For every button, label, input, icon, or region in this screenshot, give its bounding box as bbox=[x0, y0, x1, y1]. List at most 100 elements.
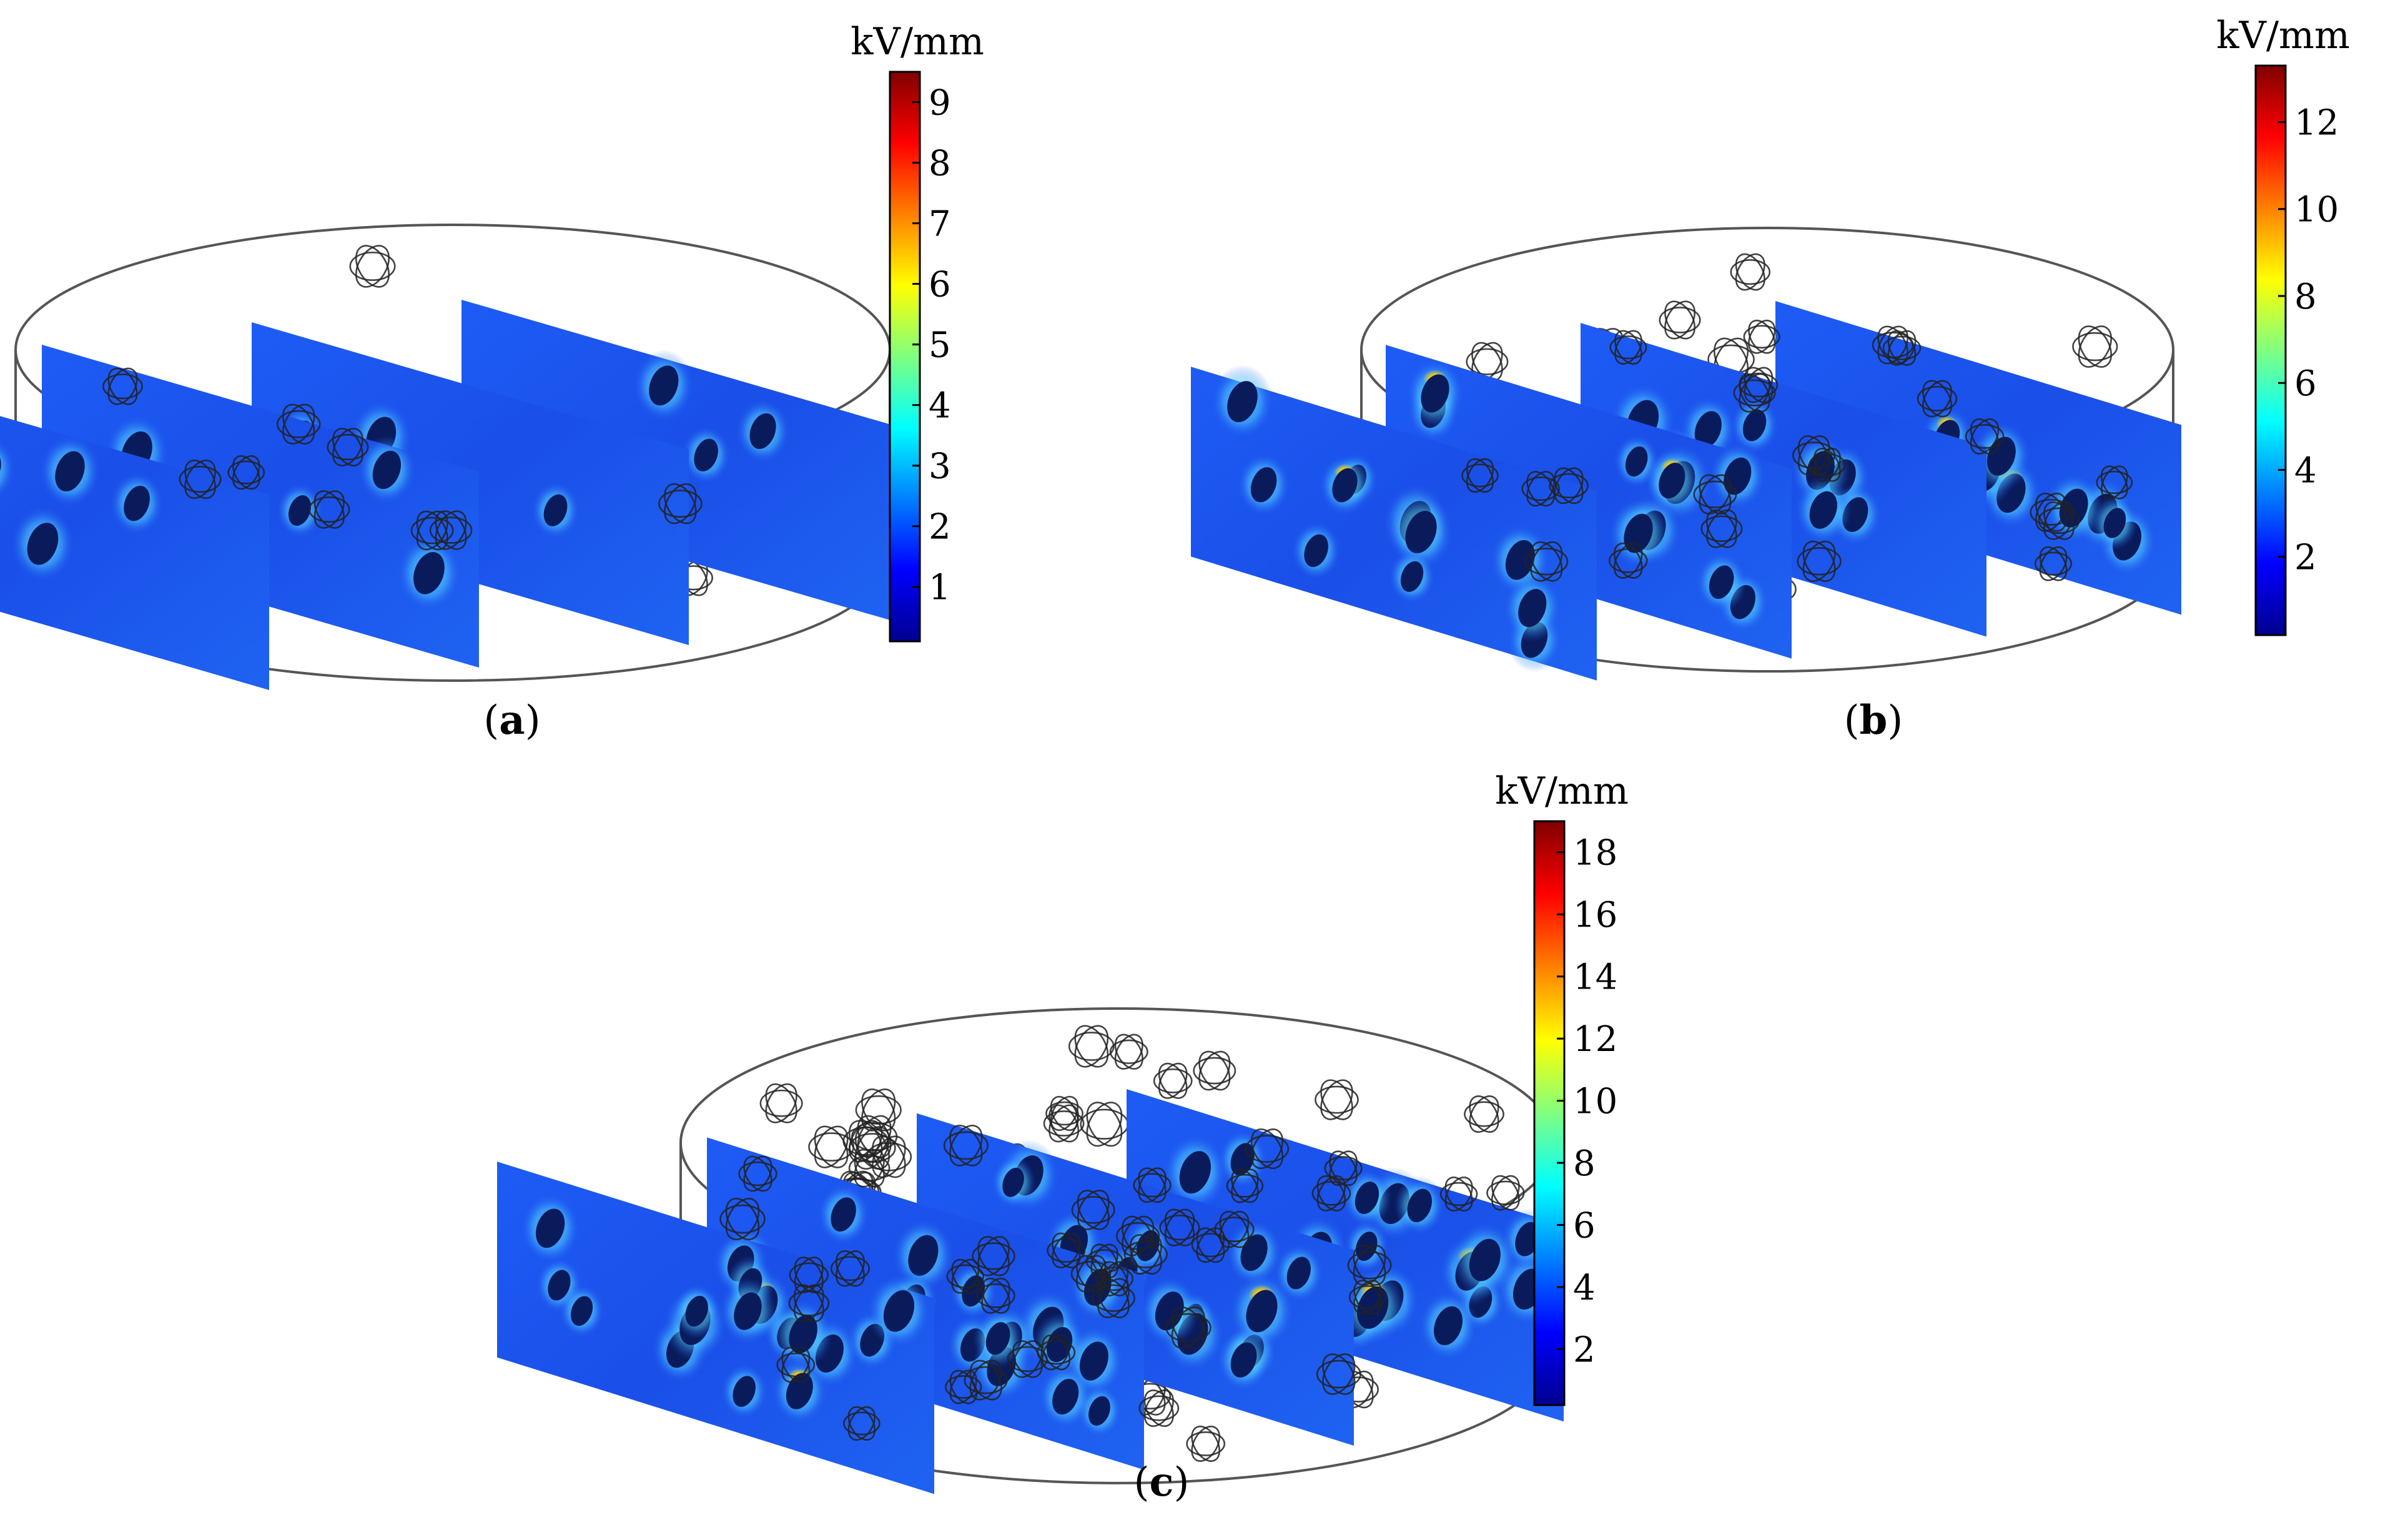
particle-section bbox=[1088, 1396, 1110, 1426]
particle-outline bbox=[1549, 473, 1589, 498]
particle-outline bbox=[1133, 1173, 1172, 1198]
particle-outline bbox=[2078, 325, 2113, 368]
particle-section bbox=[1230, 1143, 1255, 1176]
panel-b: kV/mm 2 4 6 8 10 12 (b) bbox=[1191, 14, 2350, 744]
particle-section bbox=[883, 1290, 915, 1332]
particle-outline bbox=[1739, 373, 1770, 413]
particle-section bbox=[1250, 467, 1277, 503]
particle-outline bbox=[1153, 1068, 1193, 1093]
particle-section bbox=[1809, 491, 1838, 529]
particle-section bbox=[649, 365, 679, 406]
particle-outline bbox=[847, 1406, 876, 1441]
particle-outline bbox=[1315, 1085, 1359, 1114]
particle-section bbox=[1469, 1238, 1501, 1281]
particle-section bbox=[1505, 540, 1535, 580]
particle-outline bbox=[1664, 300, 1696, 340]
particle-outline bbox=[1464, 1101, 1504, 1127]
colorbar-tick-label: 6 bbox=[1573, 1206, 1596, 1246]
particle-outline bbox=[1526, 471, 1556, 507]
panel-caption: (b) bbox=[1844, 697, 1903, 744]
particle-outline bbox=[1733, 379, 1776, 407]
particle-outline bbox=[1052, 1232, 1081, 1268]
particle-outline bbox=[1219, 1211, 1250, 1248]
colorbar: kV/mm 2 4 6 8 10 12 14 16 18 bbox=[1495, 769, 1629, 1406]
particle-outline bbox=[1086, 1102, 1123, 1147]
particle-section bbox=[1433, 1306, 1463, 1346]
particle-outline bbox=[861, 1088, 896, 1132]
particle-section bbox=[535, 1208, 565, 1248]
particle-outline bbox=[1114, 1034, 1143, 1070]
particle-outline bbox=[1797, 547, 1842, 576]
particle-outline bbox=[981, 1278, 1010, 1314]
particle-outline bbox=[1143, 1389, 1174, 1427]
particle-section bbox=[1518, 589, 1547, 628]
particle-outline bbox=[1659, 307, 1701, 333]
particle-outline bbox=[184, 460, 216, 499]
particle-section bbox=[985, 1322, 1010, 1355]
colorbar-tick-label: 9 bbox=[929, 83, 951, 124]
colorbar-scale bbox=[2254, 64, 2287, 636]
particle-section bbox=[1052, 1378, 1079, 1415]
particle-outline bbox=[1012, 1340, 1043, 1378]
particle-outline bbox=[1090, 1243, 1118, 1278]
particle-section bbox=[789, 1315, 817, 1354]
particle-outline bbox=[835, 1250, 865, 1287]
colorbar-tick-label: 10 bbox=[2294, 190, 2339, 230]
particle-outline bbox=[1316, 1360, 1361, 1389]
particle-outline bbox=[1250, 1128, 1284, 1170]
particle-outline bbox=[977, 1236, 1010, 1276]
particle-outline bbox=[1353, 1280, 1382, 1315]
particles-front bbox=[102, 367, 703, 551]
particle-section bbox=[831, 1197, 856, 1232]
particle-outline bbox=[1074, 1025, 1109, 1068]
particle-outline bbox=[1193, 1057, 1236, 1085]
particle-outline bbox=[857, 1115, 892, 1158]
particle-outline bbox=[1530, 541, 1563, 582]
particle-outline bbox=[1114, 1034, 1143, 1070]
particle-section bbox=[1246, 1290, 1278, 1333]
cross-sections bbox=[0, 300, 899, 690]
field-halo bbox=[0, 439, 16, 498]
particle-outline bbox=[1699, 474, 1732, 515]
particle-outline bbox=[1129, 1234, 1162, 1275]
cross-section-slice bbox=[497, 1162, 934, 1494]
particle-outline bbox=[1613, 542, 1643, 579]
particle-outline bbox=[1466, 458, 1494, 493]
colorbar-tick-label: 1 bbox=[929, 568, 951, 608]
particle-outline bbox=[1614, 330, 1642, 365]
particle-outline bbox=[814, 1125, 849, 1168]
particle-section bbox=[1709, 565, 1734, 600]
particle-outline bbox=[743, 1155, 772, 1192]
particle-outline bbox=[981, 1278, 1010, 1314]
particle-outline bbox=[1085, 1249, 1123, 1273]
particle-outline bbox=[1198, 1050, 1231, 1091]
particle-outline bbox=[719, 1204, 766, 1234]
particle-outline bbox=[1748, 319, 1776, 354]
particle-outline bbox=[759, 1089, 803, 1117]
particle-outline bbox=[1214, 1216, 1255, 1243]
particle-outline bbox=[355, 245, 390, 288]
colorbar-tick-label: 8 bbox=[929, 144, 951, 184]
panel-caption-letter: b bbox=[1860, 697, 1888, 744]
colorbar-tick-label: 7 bbox=[929, 204, 951, 245]
colorbar-tick-label: 12 bbox=[2294, 103, 2339, 144]
particle-outline bbox=[1743, 325, 1780, 349]
particle-outline bbox=[1231, 1168, 1259, 1203]
particle-outline bbox=[1664, 300, 1696, 340]
particle-outline bbox=[1164, 1208, 1195, 1246]
particle-outline bbox=[1316, 1175, 1346, 1212]
particle-outline bbox=[1231, 1168, 1259, 1203]
particle-outline bbox=[1491, 1175, 1520, 1211]
particle-section bbox=[734, 1292, 762, 1330]
particle-outline bbox=[1198, 1050, 1231, 1091]
particle-outline bbox=[1123, 1240, 1168, 1268]
particle-outline bbox=[1922, 380, 1953, 418]
particle-section bbox=[749, 413, 776, 449]
colorbar-tick-label: 5 bbox=[929, 325, 951, 366]
colorbar-tick-label: 8 bbox=[2294, 277, 2317, 317]
particle-outline bbox=[179, 465, 222, 493]
particle-outline bbox=[1090, 1243, 1118, 1278]
particle-section bbox=[1079, 1341, 1108, 1381]
particle-outline bbox=[1469, 1095, 1499, 1133]
